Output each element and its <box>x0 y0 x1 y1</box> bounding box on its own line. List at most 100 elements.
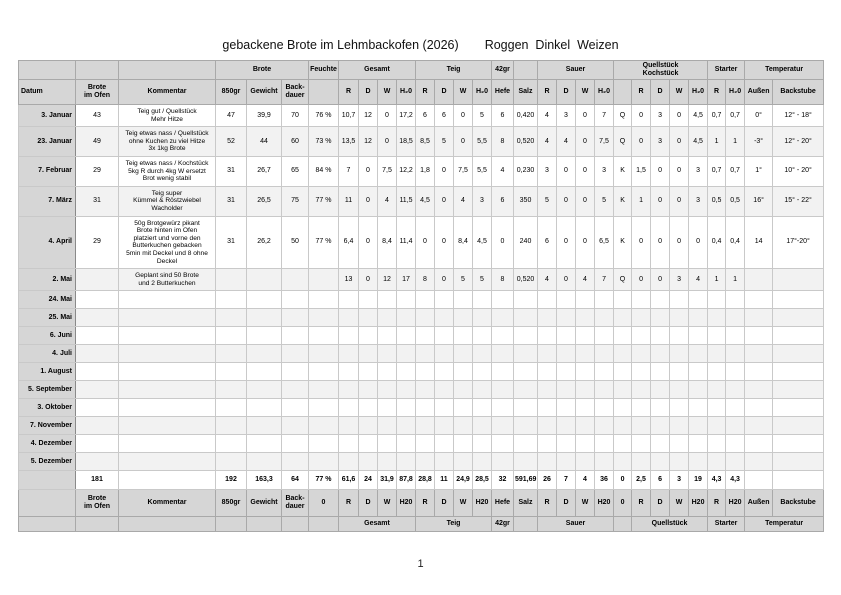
value-cell <box>246 380 282 400</box>
footer-column-cell: W <box>575 489 595 518</box>
value-cell: 0 <box>631 215 652 270</box>
value-cell <box>725 344 746 364</box>
value-cell: 31 <box>215 155 247 187</box>
footer-column-cell: D <box>556 489 576 518</box>
value-cell <box>415 290 435 310</box>
comment-cell: Geplant sind 50 Brote und 2 Butterkuchen <box>118 268 216 292</box>
value-cell <box>744 268 774 292</box>
footer-column-cell <box>18 489 76 518</box>
value-cell <box>513 380 538 400</box>
header-group-cell: Temperatur <box>744 60 825 80</box>
value-cell: 15° - 22° <box>772 185 825 217</box>
value-cell <box>453 380 473 400</box>
value-cell <box>707 416 727 436</box>
value-cell: 0 <box>434 185 454 217</box>
value-cell: 28,8 <box>415 470 435 491</box>
footer-group-cell <box>118 516 216 533</box>
value-cell <box>246 290 282 310</box>
value-cell: 4,5 <box>688 126 709 157</box>
value-cell <box>575 326 595 346</box>
value-cell: 0,7 <box>707 155 727 187</box>
value-cell <box>246 452 282 472</box>
value-cell <box>669 308 690 328</box>
value-cell <box>613 380 633 400</box>
value-cell: 8,4 <box>453 215 473 270</box>
value-cell <box>725 326 746 346</box>
value-cell <box>613 344 633 364</box>
value-cell <box>593 398 615 418</box>
ofen-cell: 29 <box>75 155 119 187</box>
value-cell: 0,230 <box>513 155 538 187</box>
value-cell <box>434 326 454 346</box>
value-cell <box>772 452 825 472</box>
value-cell <box>650 326 671 346</box>
value-cell <box>377 362 397 382</box>
value-cell: 0,4 <box>725 215 746 270</box>
comment-cell <box>118 398 216 418</box>
header-group-cell: Starter <box>707 60 746 80</box>
value-cell <box>688 344 709 364</box>
comment-cell <box>118 380 216 400</box>
comment-cell <box>118 470 216 491</box>
footer-column-cell: W <box>669 489 690 518</box>
value-cell: -3° <box>744 126 774 157</box>
footer-column-cell: Salz <box>513 489 538 518</box>
date-cell: 24. Mai <box>18 290 76 310</box>
value-cell <box>215 344 247 364</box>
value-cell <box>744 416 774 436</box>
value-cell <box>246 398 282 418</box>
footer-column-cell: 0 <box>613 489 633 518</box>
table-row: 2. Mai Geplant sind 50 Brote und 2 Butter… <box>18 268 825 292</box>
value-cell <box>491 290 514 310</box>
value-cell: 0,5 <box>707 185 727 217</box>
header-group-cell: 42gr <box>491 60 514 80</box>
value-cell: 64 <box>281 470 309 491</box>
value-cell: 4 <box>377 185 397 217</box>
value-cell: 32 <box>491 470 514 491</box>
value-cell: 7,5 <box>377 155 397 187</box>
footer-group-cell: Sauer <box>536 516 615 533</box>
value-cell: 5 <box>593 185 615 217</box>
value-cell: 3 <box>688 185 709 217</box>
value-cell: 3 <box>650 103 671 128</box>
footer-group-cell <box>308 516 339 533</box>
value-cell <box>338 362 359 382</box>
value-cell <box>246 416 282 436</box>
ofen-cell: 29 <box>75 215 119 270</box>
value-cell <box>434 290 454 310</box>
footer-column-cell: H20 <box>396 489 416 518</box>
value-cell <box>631 416 652 436</box>
value-cell <box>246 308 282 328</box>
footer-column-cell: H20 <box>472 489 492 518</box>
value-cell <box>246 326 282 346</box>
header-group-cell: Gesamt <box>338 60 416 80</box>
header-cell: D <box>358 79 378 105</box>
value-cell: 0 <box>575 155 595 187</box>
value-cell <box>744 470 774 491</box>
value-cell <box>396 380 416 400</box>
value-cell: 17°-20° <box>772 215 825 270</box>
value-cell <box>707 290 727 310</box>
header-cell: W <box>453 79 473 105</box>
value-cell <box>472 416 492 436</box>
value-cell: 0 <box>556 215 576 270</box>
header-cell: D <box>434 79 454 105</box>
value-cell <box>593 308 615 328</box>
value-cell: 14 <box>744 215 774 270</box>
footer-group-cell <box>215 516 247 533</box>
value-cell <box>472 344 492 364</box>
value-cell <box>669 452 690 472</box>
value-cell: 0,7 <box>725 155 746 187</box>
page-title: gebackene Brote im Lehmbackofen (2026) R… <box>0 38 841 52</box>
value-cell <box>358 308 378 328</box>
table-row: 7. Februar 29 Teig etwas nass / Kochstück … <box>18 155 825 187</box>
value-cell <box>415 362 435 382</box>
value-cell <box>556 362 576 382</box>
value-cell: 75 <box>281 185 309 217</box>
footer-column-cell: Hefe <box>491 489 514 518</box>
comment-cell <box>118 452 216 472</box>
value-cell <box>725 308 746 328</box>
value-cell <box>358 452 378 472</box>
value-cell <box>593 326 615 346</box>
comment-cell: Teig etwas nass / Kochstück 5kg R durch … <box>118 155 216 187</box>
